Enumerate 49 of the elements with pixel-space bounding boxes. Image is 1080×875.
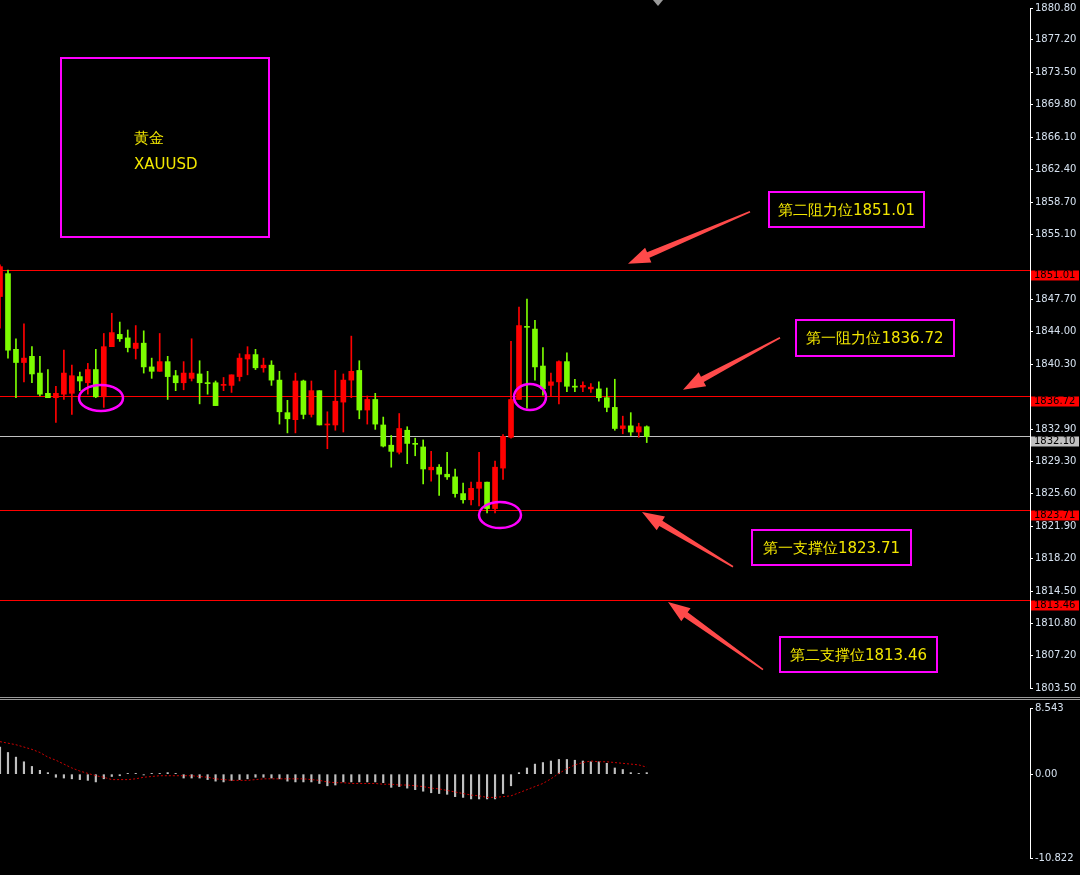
y-tick-label: 1829.30 — [1035, 454, 1077, 466]
y-tick-label: 1803.50 — [1035, 681, 1077, 693]
y-tick-label: 1877.20 — [1035, 33, 1077, 45]
y-tick-label: 1869.80 — [1035, 98, 1077, 110]
candlestick — [436, 464, 442, 496]
y-tick-label: 1810.80 — [1035, 617, 1077, 629]
candlestick — [428, 451, 434, 482]
y-tick-label: 8.543 — [1035, 701, 1064, 713]
y-tick-label: 1844.00 — [1035, 325, 1077, 337]
candlestick — [627, 412, 634, 436]
ref-line-label: 1813.46 — [1034, 599, 1076, 611]
y-tick-label: 1855.10 — [1035, 227, 1077, 239]
y-tick-label: 1858.70 — [1035, 196, 1077, 208]
y-tick-label: 1840.30 — [1035, 357, 1077, 369]
candlestick — [524, 298, 530, 409]
candlestick — [476, 451, 482, 507]
annotation: 第一支撑位1823.71 — [753, 531, 910, 564]
y-tick-label: 1832.90 — [1035, 422, 1077, 434]
candlestick — [132, 325, 139, 360]
candlestick — [148, 357, 155, 379]
candlestick — [21, 323, 27, 383]
y-tick-label: 1821.90 — [1035, 519, 1077, 531]
ref-line-label: 1832.10 — [1034, 435, 1076, 447]
candlestick — [45, 369, 51, 399]
y-tick-label: 1866.10 — [1035, 130, 1077, 142]
y-tick-label: 1873.50 — [1035, 65, 1077, 77]
ref-line-label: 1851.01 — [1034, 269, 1076, 281]
y-tick-label: 0.00 — [1035, 767, 1058, 779]
candlestick — [444, 451, 450, 480]
candlestick — [388, 435, 395, 468]
annotation: 第二支撑位1813.46 — [781, 638, 936, 671]
y-tick-label: 1807.20 — [1035, 649, 1077, 661]
candlestick — [412, 437, 419, 457]
annotation: 第一阻力位1836.72 — [797, 321, 953, 355]
y-tick-label: 1847.70 — [1035, 292, 1077, 304]
annotation: 第二阻力位1851.01 — [770, 193, 923, 226]
annotation: 黄金 XAUUSD — [134, 128, 198, 175]
line-series — [0, 741, 648, 798]
y-tick-label: 1880.80 — [1035, 1, 1077, 13]
candlestick — [116, 321, 123, 342]
ref-line-label: 1823.71 — [1034, 509, 1076, 521]
ref-line-label: 1836.72 — [1034, 395, 1076, 407]
y-tick-label: -10.822 — [1035, 851, 1074, 863]
y-tick-label: 1862.40 — [1035, 163, 1077, 175]
y-tick-label: 1825.60 — [1035, 487, 1077, 499]
candlestick — [619, 415, 626, 435]
candlestick — [13, 338, 19, 399]
y-tick-label: 1814.50 — [1035, 584, 1077, 596]
y-tick-label: 1818.20 — [1035, 552, 1077, 564]
